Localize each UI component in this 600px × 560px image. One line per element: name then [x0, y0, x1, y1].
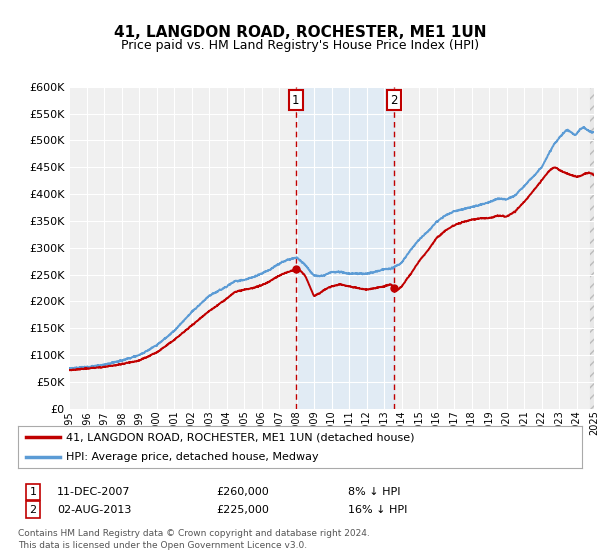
Bar [590, 87, 594, 409]
Text: 1: 1 [29, 487, 37, 497]
Text: Contains HM Land Registry data © Crown copyright and database right 2024.: Contains HM Land Registry data © Crown c… [18, 529, 370, 538]
Text: £225,000: £225,000 [216, 505, 269, 515]
Text: This data is licensed under the Open Government Licence v3.0.: This data is licensed under the Open Gov… [18, 541, 307, 550]
Text: £260,000: £260,000 [216, 487, 269, 497]
Text: 1: 1 [292, 94, 299, 107]
Text: 2: 2 [29, 505, 37, 515]
Text: 2: 2 [391, 94, 398, 107]
Text: 02-AUG-2013: 02-AUG-2013 [57, 505, 131, 515]
Text: 16% ↓ HPI: 16% ↓ HPI [348, 505, 407, 515]
Text: HPI: Average price, detached house, Medway: HPI: Average price, detached house, Medw… [66, 452, 319, 462]
Text: 11-DEC-2007: 11-DEC-2007 [57, 487, 131, 497]
Bar [590, 87, 594, 409]
Text: 41, LANGDON ROAD, ROCHESTER, ME1 1UN (detached house): 41, LANGDON ROAD, ROCHESTER, ME1 1UN (de… [66, 432, 415, 442]
Text: 8% ↓ HPI: 8% ↓ HPI [348, 487, 401, 497]
Text: 41, LANGDON ROAD, ROCHESTER, ME1 1UN: 41, LANGDON ROAD, ROCHESTER, ME1 1UN [114, 25, 486, 40]
Text: Price paid vs. HM Land Registry's House Price Index (HPI): Price paid vs. HM Land Registry's House … [121, 39, 479, 52]
Bar [296, 87, 394, 409]
